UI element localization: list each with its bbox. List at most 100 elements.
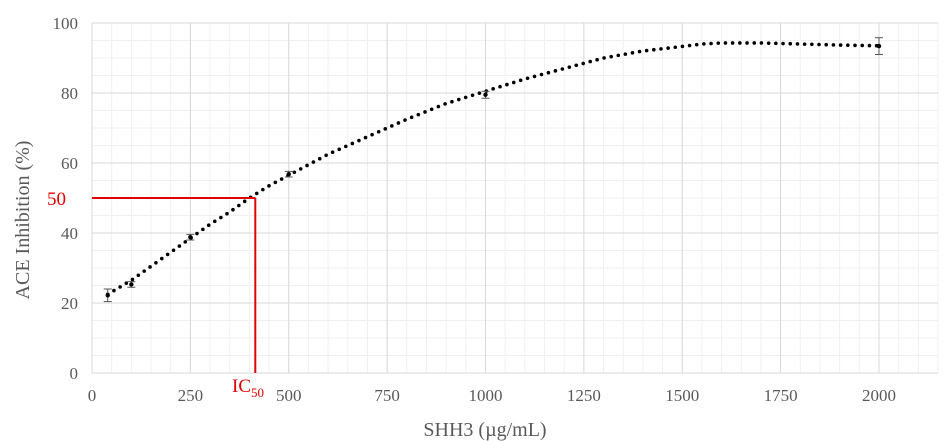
fit-dot [450,99,454,104]
fit-dot [817,42,821,47]
fit-dot [212,219,217,224]
fit-dot [396,121,401,125]
fit-dot [124,281,129,286]
fit-dot [810,42,814,47]
fit-dot [498,84,502,89]
fit-dot [261,187,265,192]
fit-dot [553,69,558,73]
y-tick-label: 40 [61,224,78,243]
fit-dot [609,54,613,59]
fit-dot [846,43,850,47]
fit-dot [766,41,771,45]
fit-dot [330,150,335,155]
fit-dot [694,42,699,47]
fit-dot [623,52,628,56]
y-tick-label: 100 [53,14,79,33]
fit-dot [659,47,663,51]
fit-dot [171,248,176,253]
fit-dot [511,80,516,85]
fit-dot [337,147,342,152]
fit-dot [491,87,495,91]
fit-dot [759,41,764,45]
fit-dot [525,76,530,81]
fit-dot [709,41,713,46]
fit-dot [370,132,374,137]
ic50-guide-lines [92,197,257,373]
fit-dot [267,184,271,188]
fit-dot [443,102,447,106]
fit-dot [324,153,328,158]
y-tick-label: 80 [61,84,78,103]
fit-dot [824,42,829,47]
ic50-label-sub: 50 [251,385,264,400]
fit-dot [774,41,778,46]
fit-dot [201,227,205,232]
fit-dot [416,112,421,117]
fit-dot [183,240,188,244]
fit-dot [357,138,361,143]
fit-dot [154,260,158,265]
fit-dot [165,252,170,257]
x-tick-label: 1500 [665,386,699,405]
measured-point [483,92,488,97]
fit-dot [403,118,407,122]
fit-dot [225,211,229,216]
fit-dot [231,207,235,212]
fit-dot [118,285,122,289]
x-tick-label: 750 [374,386,400,405]
fit-dot [237,203,241,208]
fit-dot [423,110,427,114]
fit-dot [273,180,278,185]
fit-dot [363,135,368,140]
fit-dot [560,67,565,71]
fit-dot [343,144,348,149]
fit-dot [279,177,284,181]
fit-dot [853,43,857,48]
y-axis-label: ACE Inhibition (%) [12,141,34,300]
fit-dot [752,41,757,45]
fit-dot [242,199,247,204]
measured-point [286,172,291,177]
fit-dot [376,129,381,134]
fit-dot [802,42,807,46]
fit-dot [666,46,670,50]
fit-dot [429,107,434,112]
y-tick-labels: 0 20 40 60 80 100 [53,14,79,383]
fit-dot [159,256,164,261]
fit-dot [177,244,182,248]
fit-dot [723,41,728,45]
x-tick-label: 2000 [862,386,896,405]
fit-dot [652,47,656,52]
fit-dot [831,43,836,47]
fit-dot [574,63,579,68]
fit-dot [298,167,303,171]
fit-dot [860,43,865,48]
fit-dot [788,41,793,46]
fit-dot [867,43,872,48]
fit-dot [630,51,635,55]
fit-dot [305,163,309,168]
fit-dot [738,41,742,45]
x-tick-label: 500 [276,386,302,405]
fit-dot [546,70,551,75]
fit-dot [581,61,586,66]
fit-dot [470,93,475,98]
fit-dot [130,277,135,282]
fit-dot [383,127,388,131]
fit-dot [637,49,642,54]
fit-dot [532,74,537,79]
fit-dot [254,191,259,196]
x-tick-label: 250 [178,386,204,405]
fit-dot [463,95,468,100]
fit-dot [206,223,211,227]
measured-point [188,235,193,240]
y-tick-label: 0 [70,364,79,383]
fit-dot [616,53,621,58]
fit-dot [702,42,706,46]
x-tick-label: 0 [88,386,97,405]
fit-dot [730,41,735,45]
fit-dot [456,97,461,102]
fit-curve [105,41,879,297]
ic50-label-main: IC [232,376,251,397]
fit-dot [112,288,116,293]
